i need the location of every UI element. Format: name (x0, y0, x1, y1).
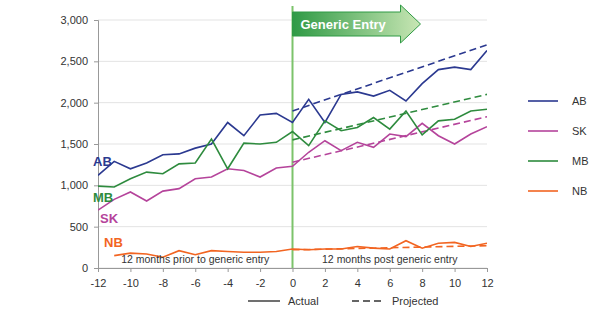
tick: -10 (123, 268, 139, 289)
tick: 0 (82, 262, 98, 274)
tick-label: 6 (387, 277, 393, 289)
tick-mark (487, 268, 488, 272)
tick: 2,500 (60, 55, 98, 67)
tick: 0 (290, 268, 296, 289)
legend-label: MB (572, 155, 589, 167)
tick-mark (390, 268, 391, 272)
series-label: NB (104, 235, 123, 250)
tick-mark (130, 268, 131, 272)
tick-label: -8 (158, 277, 168, 289)
style-legend-label: Actual (288, 295, 319, 307)
tick-mark (422, 268, 423, 272)
chart-container: 05001,0001,5002,0002,5003,000-12-10-8-6-… (0, 0, 600, 314)
projected-line (293, 94, 488, 139)
x-axis: -12 -10 -8 -6 -4 -2 0 2 4 6 8 10 12 (91, 268, 494, 289)
tick-label: -2 (256, 277, 266, 289)
style-legend-swatch (248, 300, 280, 301)
legend-swatch (528, 130, 558, 132)
style-legend-label: Projected (392, 295, 438, 307)
series-line (98, 51, 487, 176)
tick-mark (357, 268, 358, 272)
tick: 3,000 (60, 14, 98, 26)
projected-line (293, 117, 488, 162)
tick-label: 0 (290, 277, 296, 289)
tick-label: 1,000 (60, 179, 88, 191)
tick-label: 2,500 (60, 55, 88, 67)
tick: 12 (481, 268, 493, 289)
tick-label: 2 (322, 277, 328, 289)
axis-line (99, 269, 488, 273)
series-line (98, 123, 487, 210)
tick-mark (98, 268, 99, 272)
legend-swatch (528, 160, 558, 162)
tick-label: 3,000 (60, 14, 88, 26)
series-label: SK (100, 211, 119, 226)
tick: 8 (420, 268, 426, 289)
projected-line (293, 246, 488, 250)
tick-mark (325, 268, 326, 272)
tick: 6 (387, 268, 393, 289)
tick-label: -6 (191, 277, 201, 289)
tick-label: -4 (223, 277, 233, 289)
tick-label: -12 (91, 277, 107, 289)
tick-label: 500 (70, 221, 88, 233)
tick-mark (195, 268, 196, 272)
tick: -4 (223, 268, 233, 289)
tick-mark (94, 268, 98, 269)
series-label: AB (93, 154, 112, 169)
annotation: 12 months post generic entry (322, 253, 458, 265)
tick-mark (293, 268, 294, 272)
tick-mark (94, 20, 98, 21)
plot-area (98, 45, 487, 257)
y-axis: 0 500 1,000 1,500 2,000 2,500 3,000 (60, 14, 98, 274)
tick-label: 10 (449, 277, 461, 289)
tick-mark (94, 144, 98, 145)
tick-mark (455, 268, 456, 272)
tick-mark (94, 185, 98, 186)
tick-mark (94, 103, 98, 104)
tick: -2 (256, 268, 266, 289)
tick-mark (228, 268, 229, 272)
style-legend: Actual Projected (248, 295, 438, 307)
chart-svg: 05001,0001,5002,0002,5003,000-12-10-8-6-… (0, 0, 600, 314)
legend-swatch (528, 190, 558, 192)
tick: -6 (191, 268, 201, 289)
generic-entry-banner (293, 5, 421, 43)
tick: -8 (158, 268, 168, 289)
legend-label: AB (572, 95, 587, 107)
legend: AB SK MB NB (528, 95, 589, 197)
series-line (98, 109, 487, 187)
axis-line (94, 21, 99, 269)
legend-label: SK (572, 125, 587, 137)
tick: 500 (70, 221, 98, 233)
legend-swatch (528, 100, 558, 102)
style-legend-swatch (352, 300, 384, 301)
legend-label: NB (572, 185, 587, 197)
tick: 2,000 (60, 97, 98, 109)
tick-mark (94, 227, 98, 228)
tick-mark (163, 268, 164, 272)
tick-label: 1,500 (60, 138, 88, 150)
tick: 4 (355, 268, 361, 289)
tick-label: 8 (420, 277, 426, 289)
tick: 10 (449, 268, 461, 289)
tick-label: -10 (123, 277, 139, 289)
generic-entry-label: Generic Entry (301, 17, 387, 32)
tick: 1,500 (60, 138, 98, 150)
tick: 2 (322, 268, 328, 289)
tick-label: 4 (355, 277, 361, 289)
tick: -12 (91, 268, 107, 289)
annotation: 12 months prior to generic entry (121, 253, 270, 265)
tick-mark (94, 61, 98, 62)
tick-label: 12 (481, 277, 493, 289)
generic-entry-line (292, 6, 294, 268)
tick-mark (260, 268, 261, 272)
tick-label: 2,000 (60, 97, 88, 109)
tick-label: 0 (82, 262, 88, 274)
series-label: MB (93, 190, 113, 205)
